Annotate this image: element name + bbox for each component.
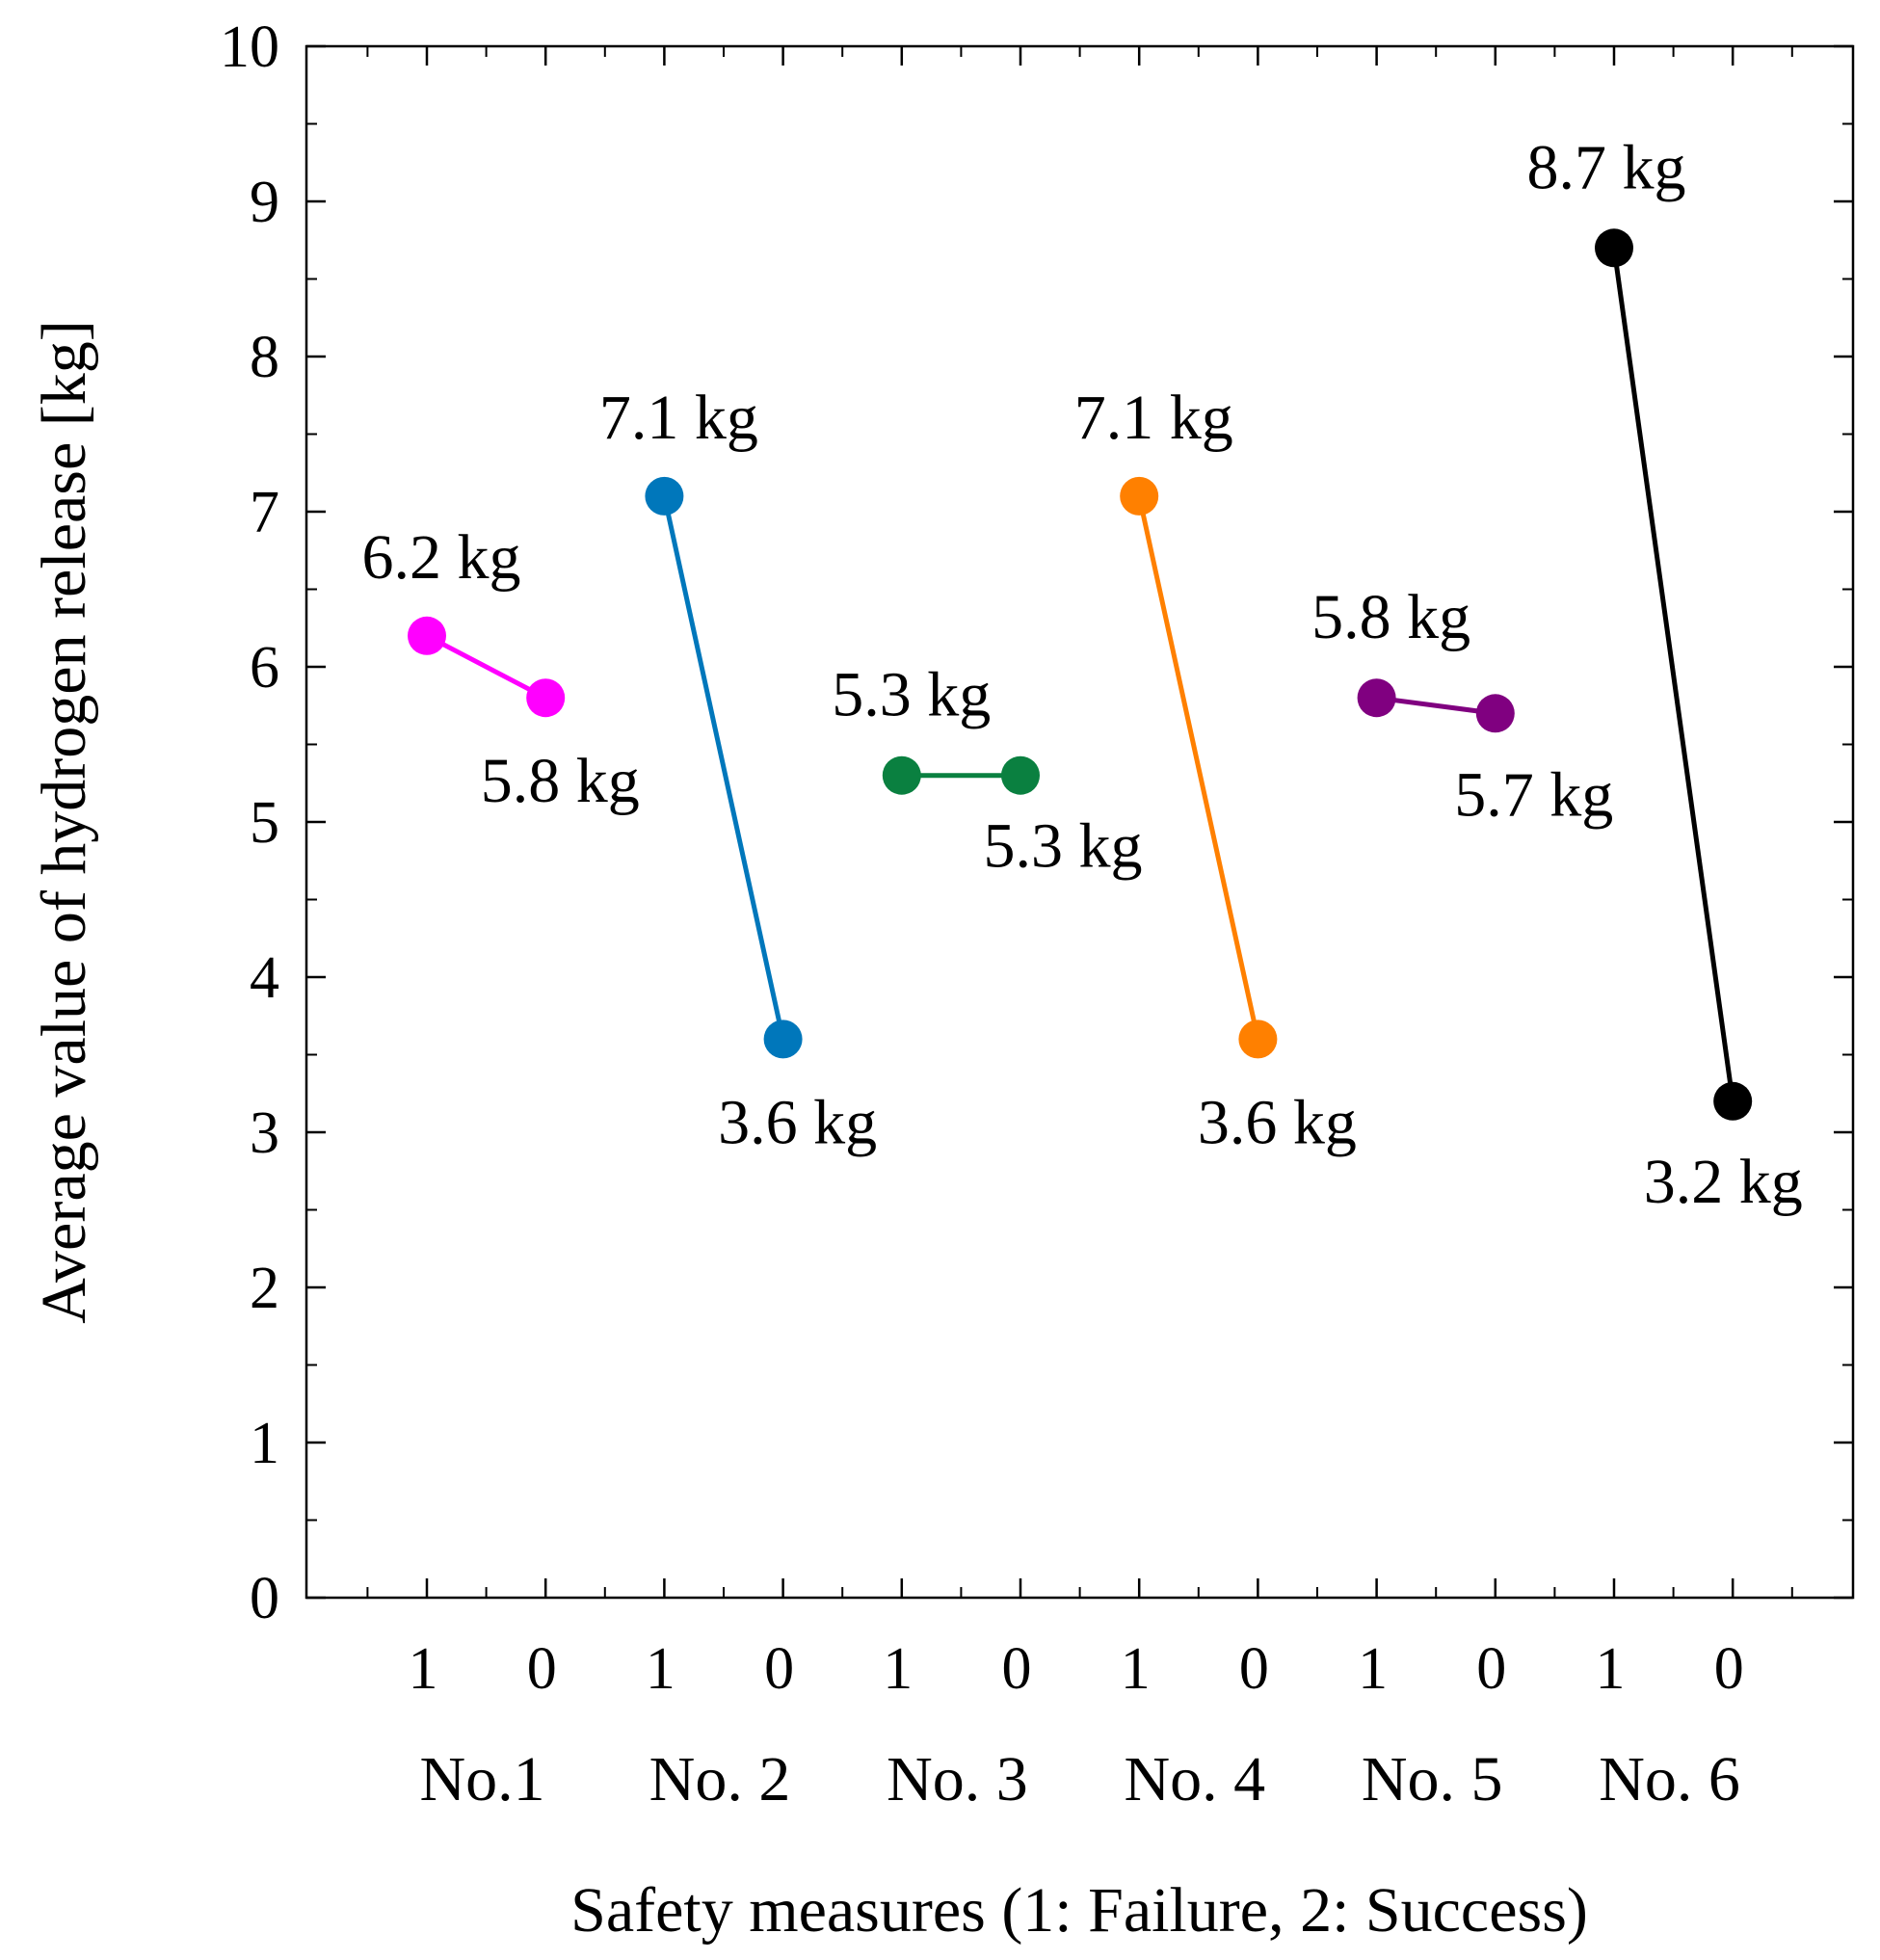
y-tick-label: 3 (250, 1100, 279, 1166)
x-state-label: 0 (1239, 1636, 1269, 1702)
data-label: 5.3 kg (832, 660, 991, 730)
data-point (882, 755, 921, 795)
series-line (1136, 495, 1260, 1040)
y-tick-label: 8 (250, 325, 279, 390)
data-point (763, 1020, 803, 1059)
data-label: 3.6 kg (1198, 1087, 1357, 1157)
y-axis-ticks: 0 1 2 3 4 5 6 7 8 9 10 (220, 14, 1853, 1631)
series-1: 6.2 kg 5.8 kg (362, 522, 640, 816)
data-label: 7.1 kg (599, 383, 758, 453)
series-line (425, 633, 547, 701)
x-state-label: 1 (1358, 1636, 1388, 1702)
group-label: No. 3 (887, 1744, 1028, 1814)
group-label: No. 5 (1362, 1744, 1503, 1814)
group-label: No. 2 (649, 1744, 791, 1814)
series-4: 7.1 kg 3.6 kg (1074, 383, 1357, 1158)
data-label: 3.2 kg (1644, 1147, 1803, 1217)
group-label: No. 6 (1599, 1744, 1740, 1814)
x-state-label: 0 (764, 1636, 794, 1702)
data-point (526, 678, 566, 718)
data-point (1713, 1081, 1753, 1121)
x-state-label: 1 (883, 1636, 913, 1702)
x-axis-ticks: 1 0 1 0 1 0 1 0 1 0 1 0 No.1 No. 2 No. 3 No. 4 No. 5 No. … (366, 46, 1793, 1814)
data-label: 8.7 kg (1527, 132, 1686, 202)
x-axis-title: Safety measures (1: Failure, 2: Success) (570, 1875, 1588, 1946)
y-tick-label: 9 (250, 170, 279, 235)
series-line (1376, 695, 1496, 716)
y-tick-label: 7 (250, 480, 279, 545)
data-label: 5.3 kg (984, 811, 1143, 882)
series-6: 8.7 kg 3.2 kg (1527, 132, 1803, 1217)
data-point (408, 616, 446, 655)
data-label: 5.8 kg (1311, 582, 1470, 652)
data-point (1120, 476, 1159, 516)
series-group: 6.2 kg5.8 kg7.1 kg3.6 kg5.3 kg5.3 kg7.1 … (362, 132, 1803, 1217)
y-axis-title: Average value of hydrogen release [kg] (29, 320, 99, 1323)
data-point (1475, 694, 1515, 733)
data-point (1238, 1020, 1278, 1059)
y-tick-label: 0 (250, 1566, 279, 1631)
data-label: 5.8 kg (481, 746, 640, 816)
y-tick-label: 4 (250, 945, 279, 1011)
data-label: 5.7 kg (1454, 759, 1613, 830)
group-label: No.1 (420, 1744, 545, 1814)
data-label: 3.6 kg (718, 1087, 877, 1157)
x-state-label: 1 (646, 1636, 675, 1702)
x-state-label: 1 (409, 1636, 438, 1702)
y-tick-label: 10 (220, 14, 279, 80)
x-state-label: 0 (1002, 1636, 1032, 1702)
group-label: No. 4 (1124, 1744, 1265, 1814)
x-state-label: 0 (1714, 1636, 1744, 1702)
series-2: 7.1 kg 3.6 kg (599, 383, 877, 1158)
y-tick-label: 1 (250, 1411, 279, 1476)
data-point (1595, 228, 1633, 268)
y-tick-label: 5 (250, 790, 279, 856)
series-line (1611, 247, 1735, 1102)
data-point (645, 476, 684, 516)
series-5: 5.8 kg 5.7 kg (1311, 582, 1613, 830)
data-point (1357, 678, 1396, 718)
series-line (661, 495, 786, 1040)
x-state-label: 0 (527, 1636, 557, 1702)
x-state-label: 1 (1121, 1636, 1151, 1702)
x-state-label: 1 (1596, 1636, 1626, 1702)
series-3: 5.3 kg 5.3 kg (832, 660, 1142, 882)
data-label: 6.2 kg (362, 522, 521, 593)
data-point (1001, 755, 1040, 795)
x-state-label: 0 (1476, 1636, 1506, 1702)
y-tick-label: 2 (250, 1256, 279, 1321)
y-tick-label: 6 (250, 635, 279, 701)
data-label: 7.1 kg (1074, 383, 1233, 453)
